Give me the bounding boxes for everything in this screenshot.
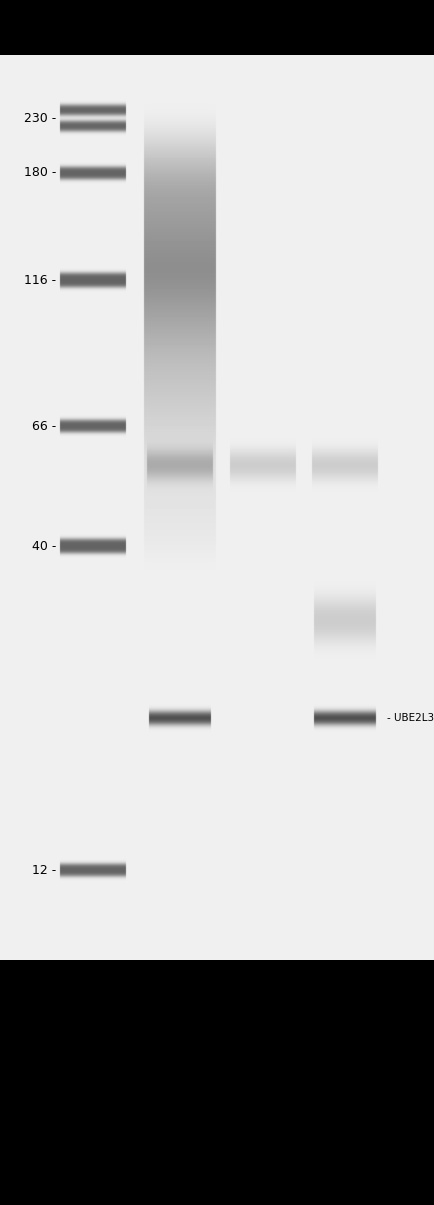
Text: 116 -: 116 -: [24, 274, 56, 287]
Text: 180 -: 180 -: [23, 166, 56, 180]
Text: 230 -: 230 -: [24, 112, 56, 124]
Text: 12 -: 12 -: [32, 864, 56, 876]
Text: 66 -: 66 -: [32, 419, 56, 433]
Text: - UBE2L3: - UBE2L3: [386, 713, 433, 723]
Text: 40 -: 40 -: [32, 540, 56, 553]
